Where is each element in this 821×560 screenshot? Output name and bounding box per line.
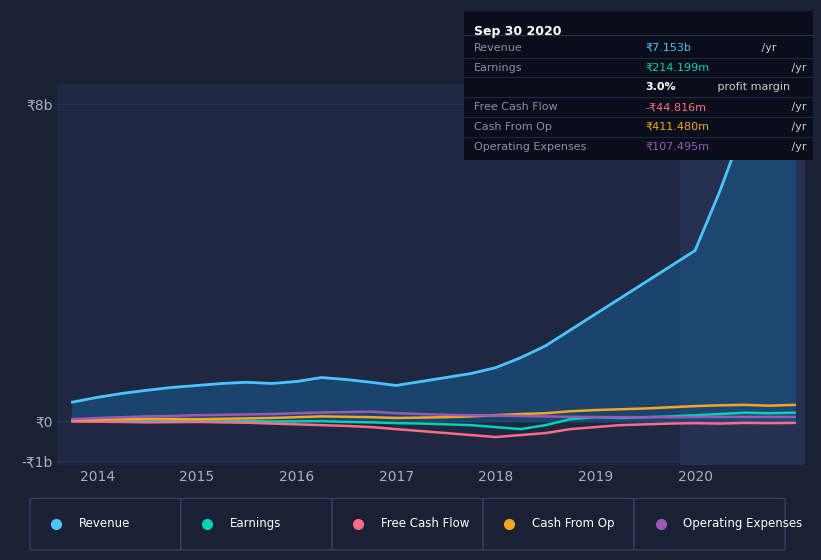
Text: Sep 30 2020: Sep 30 2020 xyxy=(475,25,562,38)
Text: ₹107.495m: ₹107.495m xyxy=(645,142,709,152)
Text: /yr: /yr xyxy=(787,122,806,132)
Text: Earnings: Earnings xyxy=(230,517,282,530)
FancyBboxPatch shape xyxy=(332,498,483,550)
Text: ₹214.199m: ₹214.199m xyxy=(645,63,709,73)
Text: ₹411.480m: ₹411.480m xyxy=(645,122,709,132)
Text: Free Cash Flow: Free Cash Flow xyxy=(475,102,558,112)
Text: Operating Expenses: Operating Expenses xyxy=(475,142,587,152)
FancyBboxPatch shape xyxy=(483,498,634,550)
Text: Revenue: Revenue xyxy=(79,517,131,530)
Text: 3.0%: 3.0% xyxy=(645,82,676,92)
Text: Earnings: Earnings xyxy=(475,63,523,73)
Text: Operating Expenses: Operating Expenses xyxy=(683,517,802,530)
FancyBboxPatch shape xyxy=(181,498,332,550)
Text: /yr: /yr xyxy=(787,142,806,152)
Text: Revenue: Revenue xyxy=(475,43,523,53)
Text: -₹44.816m: -₹44.816m xyxy=(645,102,706,112)
Text: Cash From Op: Cash From Op xyxy=(475,122,553,132)
Text: /yr: /yr xyxy=(787,102,806,112)
FancyBboxPatch shape xyxy=(30,498,181,550)
Text: Cash From Op: Cash From Op xyxy=(532,517,615,530)
Bar xyxy=(680,84,805,465)
FancyBboxPatch shape xyxy=(634,498,785,550)
Text: /yr: /yr xyxy=(787,63,806,73)
Text: Free Cash Flow: Free Cash Flow xyxy=(381,517,470,530)
Text: /yr: /yr xyxy=(759,43,777,53)
Text: ₹7.153b: ₹7.153b xyxy=(645,43,691,53)
Text: profit margin: profit margin xyxy=(714,82,791,92)
